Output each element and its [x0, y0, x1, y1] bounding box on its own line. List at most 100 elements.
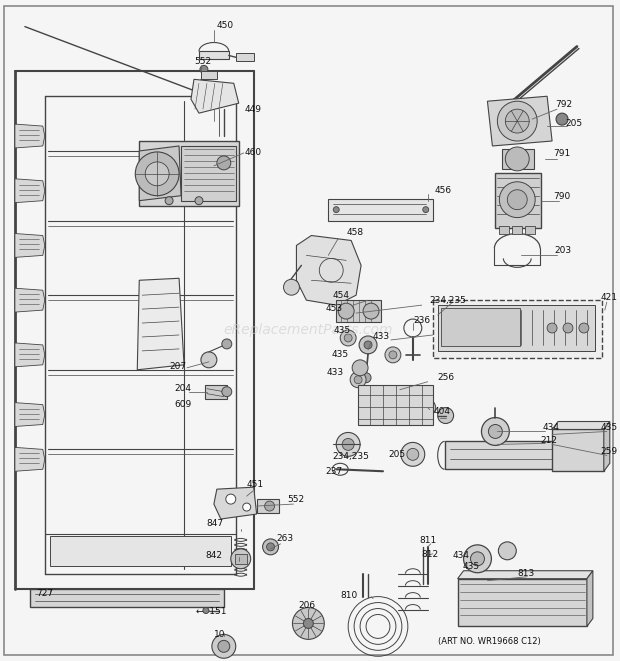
Bar: [328, 199, 433, 221]
Text: 237: 237: [326, 467, 342, 476]
Bar: [199, 52, 229, 59]
Polygon shape: [487, 97, 552, 146]
Text: 454: 454: [332, 291, 349, 299]
Bar: [441, 308, 520, 346]
Bar: [499, 225, 509, 233]
Text: 236: 236: [414, 315, 431, 325]
Circle shape: [471, 552, 484, 566]
Text: 203: 203: [554, 246, 571, 255]
Bar: [30, 589, 224, 607]
Text: 790: 790: [553, 192, 570, 201]
Text: 205: 205: [565, 118, 582, 128]
Circle shape: [226, 494, 236, 504]
Text: 435: 435: [463, 563, 480, 571]
Circle shape: [507, 190, 527, 210]
Bar: [495, 173, 541, 227]
Text: 727: 727: [36, 589, 53, 598]
Circle shape: [571, 447, 587, 463]
Circle shape: [364, 341, 372, 349]
Text: 453: 453: [326, 303, 342, 313]
Bar: [502, 149, 534, 169]
Circle shape: [344, 334, 352, 342]
Bar: [445, 442, 579, 469]
Text: 433: 433: [373, 332, 390, 342]
Circle shape: [222, 387, 232, 397]
Circle shape: [361, 373, 371, 383]
Text: 552: 552: [288, 494, 304, 504]
Circle shape: [505, 147, 529, 171]
Text: 847: 847: [206, 520, 223, 529]
Circle shape: [354, 375, 362, 384]
Bar: [140, 141, 239, 206]
Circle shape: [464, 545, 492, 572]
Text: 212: 212: [540, 436, 557, 445]
Text: 792: 792: [555, 100, 572, 108]
Circle shape: [497, 101, 537, 141]
Polygon shape: [296, 235, 361, 305]
Text: 259: 259: [601, 447, 618, 456]
Bar: [235, 554, 247, 564]
Text: 810: 810: [340, 591, 358, 600]
Text: 458: 458: [346, 228, 363, 237]
Circle shape: [407, 448, 419, 460]
Text: 435: 435: [333, 325, 350, 334]
Polygon shape: [140, 146, 181, 201]
Text: 449: 449: [245, 104, 262, 114]
Text: 842: 842: [205, 551, 222, 561]
Circle shape: [222, 339, 232, 349]
Text: eReplacementParts.com: eReplacementParts.com: [224, 323, 393, 337]
Circle shape: [267, 543, 275, 551]
Circle shape: [265, 501, 275, 511]
Circle shape: [499, 182, 535, 217]
Circle shape: [201, 352, 217, 368]
Circle shape: [423, 207, 429, 213]
Text: 433: 433: [326, 368, 343, 377]
Circle shape: [438, 408, 454, 424]
Circle shape: [547, 323, 557, 333]
Bar: [458, 578, 587, 627]
Bar: [438, 305, 595, 351]
Text: 234,235: 234,235: [430, 295, 467, 305]
Polygon shape: [15, 343, 45, 367]
Polygon shape: [214, 487, 257, 519]
Circle shape: [342, 438, 354, 450]
Bar: [50, 536, 231, 566]
Text: 791: 791: [553, 149, 570, 159]
Bar: [433, 300, 602, 358]
Text: 451: 451: [247, 480, 264, 488]
Text: 450: 450: [217, 21, 234, 30]
Text: 256: 256: [438, 373, 455, 382]
Polygon shape: [15, 447, 45, 471]
Circle shape: [203, 607, 209, 613]
Text: 456: 456: [435, 186, 452, 195]
Polygon shape: [15, 233, 45, 257]
Text: 205: 205: [388, 450, 405, 459]
Circle shape: [283, 279, 299, 295]
Polygon shape: [458, 570, 593, 578]
Text: 552: 552: [194, 57, 211, 66]
Circle shape: [352, 360, 368, 375]
Circle shape: [145, 162, 169, 186]
Text: 609: 609: [174, 400, 192, 409]
Circle shape: [498, 542, 516, 560]
Circle shape: [165, 197, 173, 205]
Circle shape: [489, 424, 502, 438]
Circle shape: [303, 619, 313, 629]
Polygon shape: [15, 124, 45, 148]
Polygon shape: [604, 422, 610, 471]
Circle shape: [200, 65, 208, 73]
Circle shape: [340, 330, 356, 346]
Bar: [336, 300, 381, 322]
Text: 812: 812: [422, 551, 439, 559]
Circle shape: [231, 549, 250, 568]
Text: ←  151: ← 151: [196, 607, 226, 616]
Circle shape: [218, 641, 230, 652]
Circle shape: [482, 418, 509, 446]
Circle shape: [212, 635, 236, 658]
Circle shape: [336, 432, 360, 456]
Polygon shape: [15, 403, 45, 426]
Circle shape: [135, 152, 179, 196]
Bar: [552, 430, 604, 471]
Text: 263: 263: [277, 534, 294, 543]
Circle shape: [363, 303, 379, 319]
